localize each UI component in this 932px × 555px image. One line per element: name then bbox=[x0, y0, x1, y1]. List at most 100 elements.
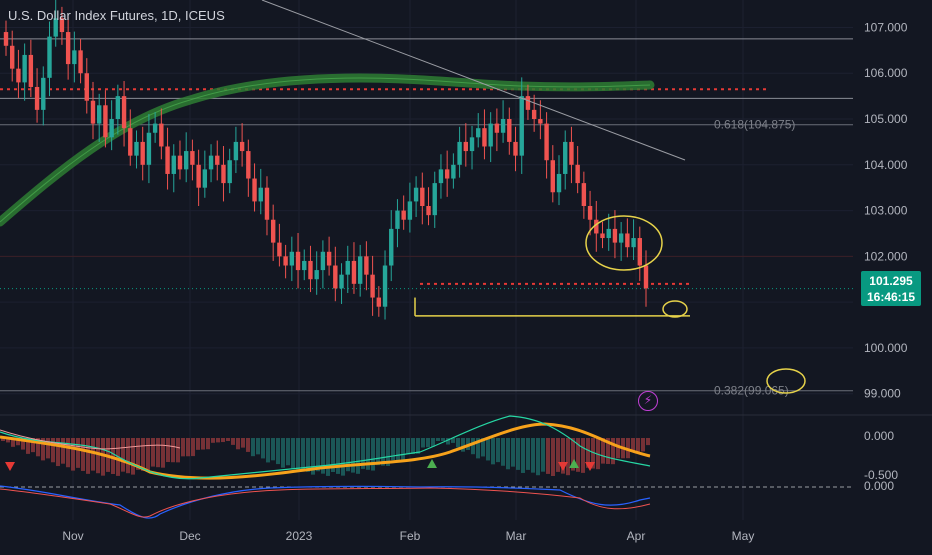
histogram-bar bbox=[31, 438, 35, 453]
histogram-bar bbox=[581, 438, 585, 473]
histogram-bar bbox=[271, 438, 275, 461]
candle-body bbox=[401, 210, 406, 220]
histogram-bar bbox=[311, 438, 315, 475]
histogram-bar bbox=[216, 438, 220, 443]
histogram-bar bbox=[276, 438, 280, 465]
histogram-bar bbox=[281, 438, 285, 468]
histogram-bar bbox=[511, 438, 515, 467]
candle-body bbox=[140, 141, 145, 165]
candle-body bbox=[78, 50, 83, 74]
candle-body bbox=[202, 169, 208, 188]
candle-body bbox=[103, 105, 108, 138]
candle-body bbox=[314, 270, 319, 280]
histogram-bar bbox=[481, 438, 485, 457]
candle-body bbox=[320, 251, 326, 271]
candle-body bbox=[575, 164, 580, 184]
histogram-bar bbox=[71, 438, 75, 471]
candle-body bbox=[41, 77, 46, 110]
candle-body bbox=[59, 18, 65, 33]
candle-body bbox=[569, 141, 574, 165]
time-tick-label: May bbox=[732, 529, 755, 543]
histogram-bar bbox=[266, 438, 270, 463]
histogram-bar bbox=[96, 438, 100, 474]
candle-body bbox=[10, 45, 15, 69]
time-tick-label: Mar bbox=[506, 529, 527, 543]
candle-body bbox=[233, 141, 239, 161]
bar-countdown: 16:46:15 bbox=[866, 290, 916, 304]
moving-average-band bbox=[0, 73, 655, 227]
candle-body bbox=[333, 265, 338, 289]
candle-body bbox=[183, 151, 189, 170]
price-tick-label: 99.000 bbox=[864, 387, 901, 401]
histogram-bar bbox=[601, 438, 605, 464]
histogram-bar bbox=[246, 438, 250, 452]
candle-body bbox=[500, 119, 506, 133]
candle-body bbox=[625, 233, 630, 248]
last-price-badge[interactable]: 101.295 16:46:15 bbox=[861, 271, 921, 306]
candle-body bbox=[451, 164, 456, 179]
lightning-bolt-icon[interactable]: ⚡ bbox=[638, 391, 658, 411]
drawing-overlays bbox=[261, 0, 806, 394]
candle-body bbox=[115, 96, 121, 120]
histogram-bar bbox=[141, 438, 145, 471]
fib-lines: 0.618(104.875) 0.382(99.065) bbox=[0, 38, 853, 398]
candle-body bbox=[351, 260, 357, 284]
histogram-bar bbox=[501, 438, 505, 466]
candle-body bbox=[600, 233, 605, 239]
oscillator-line-blue bbox=[0, 485, 651, 519]
up-arrow-icon bbox=[427, 459, 437, 468]
histogram-bar bbox=[566, 438, 570, 476]
candle-body bbox=[152, 123, 158, 133]
candle-body bbox=[420, 187, 425, 206]
fib-level-label: 0.618(104.875) bbox=[714, 118, 795, 132]
candle-body bbox=[53, 18, 58, 37]
candle-body bbox=[128, 128, 133, 156]
candle-body bbox=[519, 96, 524, 156]
candle-body bbox=[637, 238, 642, 266]
price-tick-label: 102.000 bbox=[864, 249, 908, 263]
moving-average-centerline bbox=[0, 77, 651, 223]
candle-body bbox=[34, 86, 40, 110]
histogram-bar bbox=[556, 438, 560, 472]
price-tick-label: 105.000 bbox=[864, 112, 908, 126]
histogram-bar bbox=[86, 438, 90, 474]
histogram-bar bbox=[156, 438, 160, 468]
histogram-bar bbox=[41, 438, 45, 461]
candle-body bbox=[72, 50, 77, 65]
indicator-tick-label: 0.000 bbox=[864, 479, 894, 493]
candle-body bbox=[277, 242, 282, 257]
histogram-bar bbox=[151, 438, 155, 467]
candle-body bbox=[196, 164, 201, 188]
histogram-bar bbox=[611, 438, 615, 465]
candle-body bbox=[47, 36, 52, 78]
histogram-bar bbox=[181, 438, 185, 457]
candle-body bbox=[215, 155, 220, 165]
down-arrow-icon bbox=[585, 462, 595, 471]
histogram-bar bbox=[331, 438, 335, 472]
histogram-bar bbox=[391, 438, 395, 461]
candle-body bbox=[407, 201, 413, 220]
candle-body bbox=[643, 265, 649, 289]
histogram-bar bbox=[236, 438, 240, 450]
time-axis: Nov Dec 2023 Feb Mar Apr May bbox=[62, 529, 754, 543]
histogram-bar bbox=[81, 438, 85, 471]
histogram-bar bbox=[421, 438, 425, 448]
candle-body bbox=[631, 238, 636, 248]
histogram-bar bbox=[361, 438, 365, 469]
histogram-bar bbox=[226, 438, 230, 441]
histogram-bar bbox=[341, 438, 345, 476]
histogram-bar bbox=[326, 438, 330, 476]
histogram-bar bbox=[411, 438, 415, 455]
candle-body bbox=[525, 96, 531, 110]
histogram-bar bbox=[591, 438, 595, 469]
candle-body bbox=[3, 32, 9, 46]
candle-body bbox=[370, 274, 375, 298]
candle-body bbox=[376, 297, 382, 307]
histogram-bar bbox=[221, 438, 225, 443]
histogram-bar bbox=[416, 438, 420, 454]
price-tick-label: 106.000 bbox=[864, 66, 908, 80]
candle-body bbox=[339, 274, 344, 289]
down-arrow-icon bbox=[558, 462, 568, 471]
